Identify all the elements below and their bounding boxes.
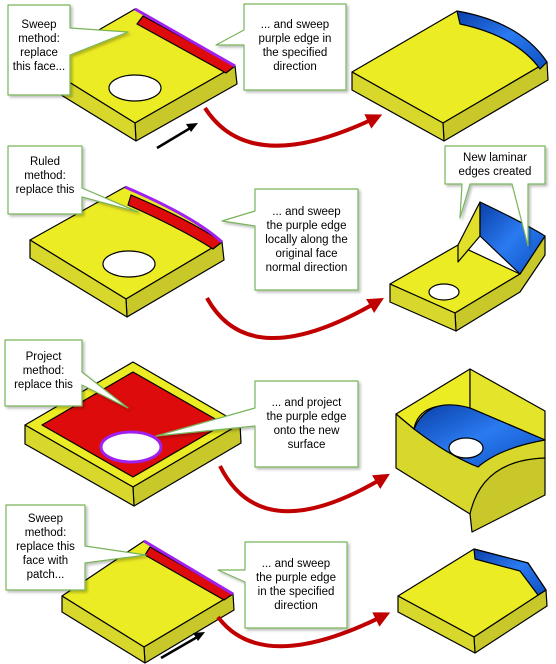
row2-extra-callout-bubble (444, 145, 546, 247)
row3-transform-arrow (218, 465, 390, 514)
row3-after-part (395, 368, 546, 533)
row1-direction-arrow (156, 123, 198, 150)
row2-before-part (29, 185, 225, 318)
row4-after-part (397, 548, 548, 654)
row1-after-part (351, 10, 549, 142)
row1-right-callout-bubble (215, 3, 347, 91)
row3-right-callout-bubble (155, 380, 359, 468)
row2-after-part (389, 201, 546, 332)
row2-left-callout-bubble (7, 145, 139, 215)
row4-before-part (61, 539, 235, 664)
row4-right-callout-bubble (217, 541, 348, 629)
row4-transform-arrow (216, 612, 391, 649)
row3-left-callout-bubble (4, 339, 129, 409)
row2-transform-arrow (205, 297, 384, 340)
row1-transform-arrow (203, 106, 383, 148)
row2-right-callout-bubble (221, 188, 359, 291)
row3-before-part (24, 361, 242, 507)
row4-direction-arrow (160, 632, 205, 660)
row4-left-callout-bubble (5, 504, 147, 591)
row1-left-callout-bubble (7, 4, 129, 96)
